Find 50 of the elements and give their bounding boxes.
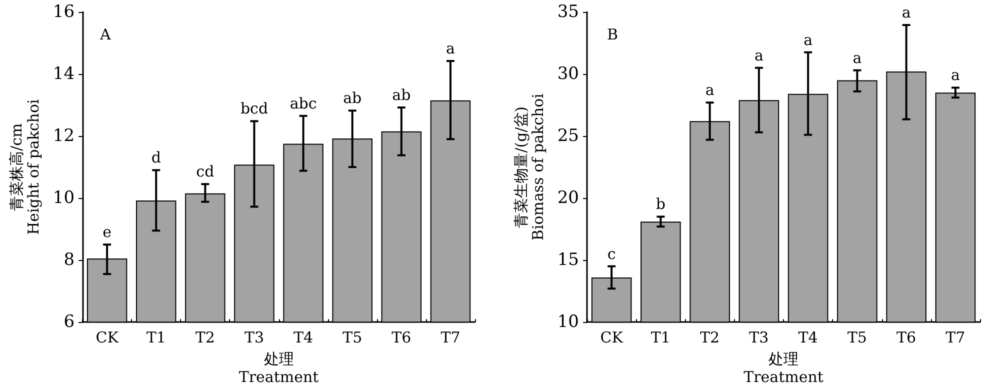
annotation: b — [656, 195, 666, 214]
y-tick-label: 8 — [64, 250, 75, 270]
text: A — [99, 26, 111, 44]
x-tick-label: CK — [600, 328, 624, 347]
x-tick-label: T3 — [749, 328, 769, 347]
x-tick-label: T2 — [195, 328, 215, 347]
y-tick-label: 16 — [52, 2, 75, 22]
annotation: c — [607, 244, 616, 263]
y-tick-label: 15 — [557, 250, 579, 270]
annotation: ab — [343, 89, 362, 108]
x-tick-label: T5 — [847, 328, 867, 347]
x-tick-label: T1 — [146, 328, 166, 347]
x-tick-label: T4 — [294, 328, 314, 347]
x-tick-label: T5 — [342, 328, 362, 347]
y-tick-label: 30 — [557, 64, 579, 84]
text: B — [607, 26, 618, 44]
x-axis-title: 处理 Treatment — [744, 350, 824, 386]
annotation: a — [804, 30, 813, 49]
x-tick-label: T6 — [392, 328, 412, 347]
annotation: a — [950, 66, 960, 84]
y-tick-label: 14 — [52, 64, 75, 84]
y-axis-title: 青菜株高/cm Height of pakchoi — [8, 99, 42, 235]
annotation: e — [102, 223, 112, 242]
y-axis-title: 青菜生物量/(g/盆) Biomass of pakchoi — [512, 93, 547, 241]
y-tick-label: 35 — [557, 2, 579, 22]
annotation: a — [902, 4, 911, 22]
x-tick-label: T6 — [896, 328, 916, 347]
y-tick-label: 6 — [64, 312, 75, 332]
y-tick-label: 10 — [557, 312, 579, 332]
annotation: a — [852, 48, 862, 67]
annotation: ab — [392, 86, 411, 104]
annotation: a — [446, 39, 455, 58]
annotation: a — [705, 81, 714, 100]
annotation: bcd — [240, 100, 268, 118]
x-tick-label: CK — [96, 328, 120, 347]
x-tick-label: T7 — [440, 328, 460, 347]
x-tick-label: T4 — [798, 328, 818, 347]
y-tick-label: 25 — [557, 126, 579, 146]
x-tick-label: T7 — [946, 328, 966, 347]
annotation: a — [754, 46, 764, 64]
y-tick-label: 10 — [52, 188, 75, 208]
annotation: d — [151, 148, 162, 167]
annotation: cd — [196, 162, 215, 181]
x-tick-label: T1 — [650, 328, 670, 347]
x-axis-title: 处理 Treatment — [238, 350, 319, 386]
y-tick-label: 20 — [557, 188, 579, 208]
x-tick-label: T3 — [244, 328, 264, 347]
annotation: abc — [290, 94, 317, 112]
x-tick-label: T2 — [700, 328, 720, 347]
y-tick-label: 12 — [52, 126, 75, 146]
